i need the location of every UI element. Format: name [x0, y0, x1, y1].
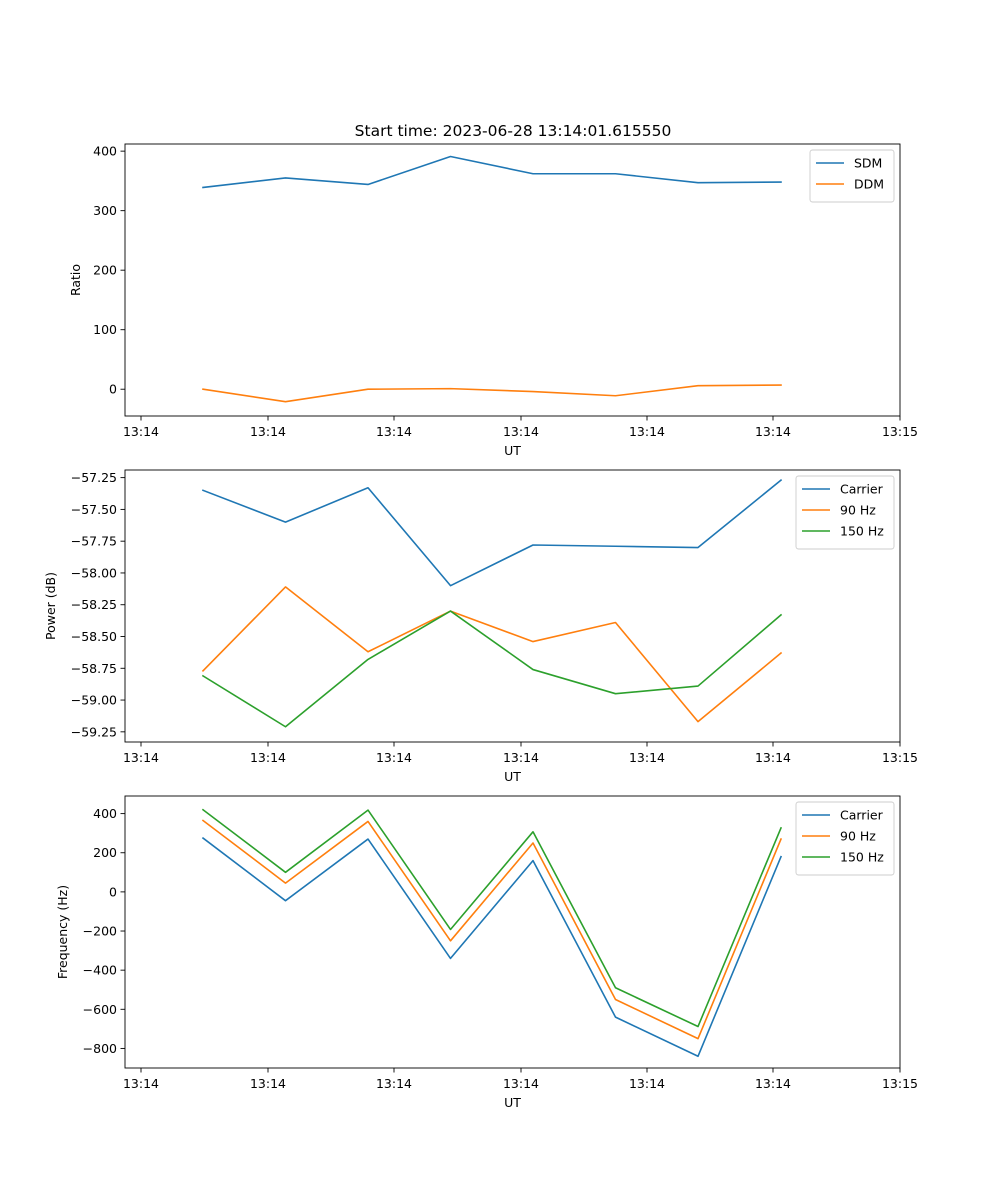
y-axis-label: Ratio: [68, 264, 83, 296]
y-tick-label: 300: [93, 203, 117, 218]
x-axis-label: UT: [504, 769, 521, 784]
axes-frame: [124, 143, 901, 417]
subplots: 13:14 13:14 13:14 13:14 13:14 13:14 13:15 UT 0 10…: [43, 143, 918, 1110]
legend-label-90-hz: 90 Hz: [840, 503, 876, 518]
x-axis-label: UT: [504, 1095, 521, 1110]
y-tick-label: −57.75: [71, 534, 117, 549]
x-tick-label: 13:15: [882, 750, 918, 765]
axes-frame: [124, 795, 901, 1069]
axes-frame: [124, 469, 901, 743]
figure-title: Start time: 2023-06-28 13:14:01.615550: [355, 122, 672, 140]
legend-label-carrier: Carrier: [840, 808, 884, 823]
subplot-1: 13:14 13:14 13:14 13:14 13:14 13:14 13:15 UT 0 10…: [68, 143, 918, 458]
x-tick-label: 13:14: [123, 1076, 159, 1091]
y-tick-label: 0: [109, 382, 117, 397]
y-tick-label: −200: [83, 924, 117, 939]
x-tick-label: 13:14: [250, 750, 286, 765]
x-tick-label: 13:14: [755, 750, 791, 765]
legend-label-ddm: DDM: [854, 177, 884, 192]
y-tick-label: −58.50: [71, 629, 117, 644]
legend-label-sdm: SDM: [854, 156, 882, 171]
series-line-150-hz: [201, 808, 783, 1028]
y-tick-label: 400: [93, 806, 117, 821]
x-tick-label: 13:14: [250, 424, 286, 439]
y-tick-label: −59.00: [71, 693, 117, 708]
y-tick-label: 200: [93, 845, 117, 860]
x-tick-label: 13:14: [629, 424, 665, 439]
x-tick-label: 13:14: [629, 1076, 665, 1091]
legend-label-150-hz: 150 Hz: [840, 850, 884, 865]
series-line-150-hz: [201, 610, 783, 728]
legend-label-90-hz: 90 Hz: [840, 829, 876, 844]
x-tick-label: 13:14: [629, 750, 665, 765]
legend: SDM DDM: [809, 149, 895, 203]
y-tick-label: 0: [109, 884, 117, 899]
x-tick-label: 13:15: [882, 424, 918, 439]
y-tick-label: 100: [93, 322, 117, 337]
y-axis-label: Power (dB): [43, 572, 58, 640]
y-tick-label: −58.00: [71, 565, 117, 580]
y-tick-label: −58.25: [71, 597, 117, 612]
x-tick-label: 13:14: [123, 750, 159, 765]
x-tick-label: 13:15: [882, 1076, 918, 1091]
series-line-sdm: [202, 155, 782, 189]
legend: Carrier 90 Hz 150 Hz: [795, 475, 895, 550]
x-tick-label: 13:14: [250, 1076, 286, 1091]
x-tick-label: 13:14: [755, 1076, 791, 1091]
x-tick-label: 13:14: [123, 424, 159, 439]
legend-label-150-hz: 150 Hz: [840, 524, 884, 539]
y-tick-label: −59.25: [71, 724, 117, 739]
x-tick-label: 13:14: [503, 424, 539, 439]
y-tick-label: 200: [93, 263, 117, 278]
series-line-carrier: [201, 479, 783, 587]
x-tick-label: 13:14: [376, 750, 412, 765]
y-tick-label: −58.75: [71, 661, 117, 676]
x-axis-label: UT: [504, 443, 521, 458]
legend-label-carrier: Carrier: [840, 482, 884, 497]
x-tick-label: 13:14: [755, 424, 791, 439]
y-axis-label: Frequency (Hz): [55, 885, 70, 979]
x-tick-label: 13:14: [503, 750, 539, 765]
series-line-carrier: [201, 836, 783, 1058]
y-tick-label: −800: [83, 1041, 117, 1056]
x-tick-label: 13:14: [376, 1076, 412, 1091]
subplot-2: 13:14 13:14 13:14 13:14 13:14 13:14 13:15 UT −59…: [43, 469, 918, 784]
y-tick-label: −400: [83, 963, 117, 978]
y-tick-label: −57.25: [71, 470, 117, 485]
legend: Carrier 90 Hz 150 Hz: [795, 801, 895, 876]
x-tick-label: 13:14: [503, 1076, 539, 1091]
series-line-ddm: [202, 384, 782, 403]
series-line-90-hz: [201, 586, 783, 723]
series-line-90-hz: [201, 819, 783, 1040]
y-tick-label: −600: [83, 1002, 117, 1017]
subplot-3: 13:14 13:14 13:14 13:14 13:14 13:14 13:15 UT −80…: [55, 795, 918, 1110]
y-tick-label: −57.50: [71, 502, 117, 517]
y-tick-label: 400: [93, 144, 117, 159]
x-tick-label: 13:14: [376, 424, 412, 439]
